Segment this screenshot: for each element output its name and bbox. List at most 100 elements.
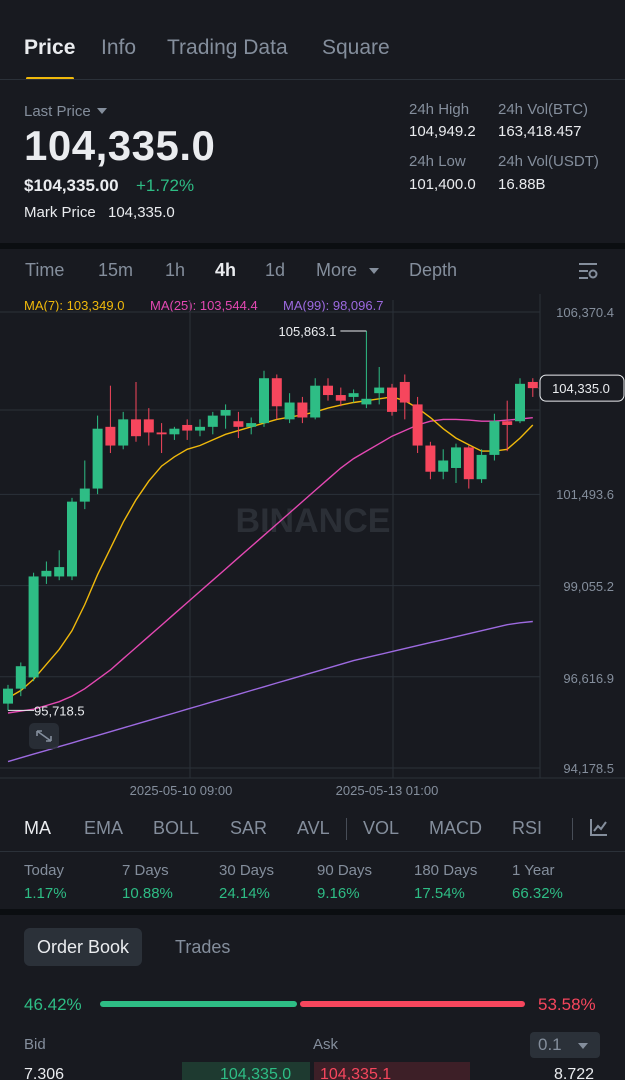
expand-icon <box>29 723 59 749</box>
candle-up <box>246 423 257 427</box>
candle-down <box>297 402 308 418</box>
chart-settings-icon[interactable] <box>577 261 599 281</box>
tab-order-book[interactable]: Order Book <box>24 928 143 966</box>
perf-7d-value: 10.88% <box>122 885 173 902</box>
indicator-avl[interactable]: AVL <box>297 818 330 838</box>
candle-up <box>489 421 500 455</box>
caret-down-icon <box>96 108 107 114</box>
perf-180d-value: 17.54% <box>414 885 465 902</box>
tab-trading-data[interactable]: Trading Data <box>167 36 288 59</box>
candle-up <box>41 570 52 577</box>
stat-24h-low-value: 101,400.0 <box>409 176 476 193</box>
indicator-rsi[interactable]: RSI <box>512 818 543 838</box>
candle-down <box>143 419 154 433</box>
low-price-label: 95,718.5 <box>34 703 85 718</box>
y-tick-label: 99,055.2 <box>563 579 614 594</box>
interval-more-label: More <box>316 260 358 280</box>
interval-depth[interactable]: Depth <box>409 260 458 280</box>
candle-up <box>67 501 77 577</box>
ask-price[interactable]: 104,335.1 <box>320 1066 392 1080</box>
mark-price-label: Mark Price <box>24 204 96 221</box>
precision-value: 0.1 <box>538 1035 562 1054</box>
candle-down <box>425 445 436 472</box>
y-tick-label: 94,178.5 <box>563 761 614 776</box>
candle-up <box>476 454 487 480</box>
tab-square[interactable]: Square <box>322 36 390 59</box>
chart-grid <box>0 294 625 779</box>
interval-1d[interactable]: 1d <box>265 260 286 280</box>
interval-4h[interactable]: 4h <box>215 260 237 280</box>
ma7-line <box>7 396 534 699</box>
bid-price[interactable]: 104,335.0 <box>220 1066 292 1080</box>
interval-more[interactable]: More <box>316 260 380 281</box>
precision-selector[interactable]: 0.1 <box>530 1032 600 1058</box>
top-tabs: Price Info Trading Data Square <box>0 28 625 80</box>
candle-up <box>28 576 39 678</box>
indicator-boll[interactable]: BOLL <box>153 818 200 838</box>
x-tick-label: 2025-05-10 09:00 <box>130 783 233 798</box>
indicator-ma[interactable]: MA <box>24 818 51 838</box>
candle-up <box>207 415 218 427</box>
candle-up <box>195 426 205 431</box>
ask-column-label: Ask <box>313 1036 339 1053</box>
mark-price-value: 104,335.0 <box>108 204 175 221</box>
ma25-line <box>7 417 533 714</box>
current-price-tag <box>539 374 625 402</box>
stat-24h-vol-btc-value: 163,418.457 <box>498 123 582 140</box>
perf-1y-value: 66.32% <box>512 885 563 902</box>
ask-ratio-percent: 53.58% <box>538 995 596 1014</box>
candle-down <box>399 381 410 403</box>
candlestick-chart[interactable]: BINANCE 105,863.1 95,718.5 104,335.0 106,3… <box>0 294 625 800</box>
section-separator <box>0 909 625 915</box>
stat-24h-vol-usdt-label: 24h Vol(USDT) <box>498 153 599 170</box>
y-tick-label: 106,370.4 <box>556 305 614 320</box>
indicator-sar[interactable]: SAR <box>230 818 268 838</box>
last-price-selector[interactable]: Last Price <box>24 103 107 120</box>
caret-down-icon <box>578 1043 588 1049</box>
candle-down <box>271 378 282 407</box>
tab-price[interactable]: Price <box>24 36 76 59</box>
ask-qty: 8.722 <box>554 1066 595 1080</box>
candle-up <box>3 688 13 704</box>
indicator-settings-icon[interactable] <box>589 817 609 837</box>
interval-time[interactable]: Time <box>25 260 65 280</box>
tab-trades[interactable]: Trades <box>175 937 231 957</box>
candle-up <box>310 385 321 418</box>
interval-15m[interactable]: 15m <box>98 260 134 280</box>
perf-180d-label: 180 Days <box>414 862 478 879</box>
binance-watermark: BINANCE <box>236 502 391 540</box>
active-tab-underline <box>26 77 74 80</box>
ma99-legend: MA(99): 98,096.7 <box>283 298 384 313</box>
chart-annotations: 105,863.1 95,718.5 104,335.0 <box>8 324 625 749</box>
candle-up <box>284 402 295 420</box>
candle-up <box>348 393 359 397</box>
perf-today-label: Today <box>24 862 65 879</box>
bid-depth-bar <box>182 1062 310 1080</box>
indicator-vol[interactable]: VOL <box>363 818 400 838</box>
interval-1h[interactable]: 1h <box>165 260 186 280</box>
bid-qty: 7.306 <box>24 1066 65 1080</box>
y-tick-label: 101,493.6 <box>556 487 614 502</box>
ma99-line <box>7 620 533 763</box>
stat-24h-high-value: 104,949.2 <box>409 123 476 140</box>
y-tick-label: 96,616.9 <box>563 671 614 686</box>
candle-up <box>15 666 26 689</box>
candle-up <box>169 428 180 435</box>
high-price-label: 105,863.1 <box>279 324 337 339</box>
candle-down <box>156 432 167 435</box>
indicator-ema[interactable]: EMA <box>84 818 124 838</box>
perf-today-value: 1.17% <box>24 885 67 902</box>
candle-down <box>502 421 513 425</box>
tab-info[interactable]: Info <box>101 36 137 59</box>
ask-depth-bar <box>314 1062 470 1080</box>
axis-labels: 106,370.4 101,493.6 99,055.2 96,616.9 94,178… <box>130 305 614 798</box>
indicator-separator <box>572 818 573 840</box>
candle-down <box>233 421 244 427</box>
candle-up <box>361 398 372 405</box>
perf-30d-label: 30 Days <box>219 862 275 879</box>
candle-down <box>412 404 423 446</box>
indicator-macd[interactable]: MACD <box>429 818 482 838</box>
stat-24h-high-label: 24h High <box>409 101 470 118</box>
candle-up <box>438 460 449 472</box>
perf-90d-label: 90 Days <box>317 862 373 879</box>
